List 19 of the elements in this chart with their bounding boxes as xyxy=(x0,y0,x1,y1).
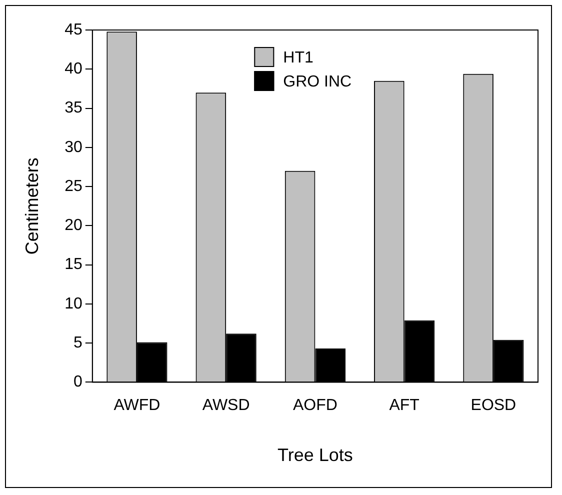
y-tick-label: 15 xyxy=(64,256,82,274)
y-tick-label: 40 xyxy=(64,60,82,78)
legend-label: GRO INC xyxy=(283,73,352,90)
y-tick-label: 35 xyxy=(64,100,82,117)
x-tick-label: AWFD xyxy=(114,397,160,414)
y-axis-title: Centimeters xyxy=(22,158,42,255)
y-tick-label: 5 xyxy=(73,334,82,352)
x-tick-label: AOFD xyxy=(292,397,338,414)
x-tick-label: AWSD xyxy=(202,397,250,414)
x-tick-label: AFT xyxy=(389,397,420,414)
y-tick-label: 20 xyxy=(64,217,82,234)
y-tick-label: 0 xyxy=(73,374,82,391)
legend-label: HT1 xyxy=(283,49,314,66)
x-axis-title: Tree Lots xyxy=(278,445,353,466)
y-tick-label: 25 xyxy=(64,178,82,195)
y-tick-label: 45 xyxy=(64,21,82,38)
y-tick-label: 30 xyxy=(64,138,82,156)
y-tick-label: 10 xyxy=(64,295,82,312)
x-tick-label: EOSD xyxy=(470,397,516,414)
